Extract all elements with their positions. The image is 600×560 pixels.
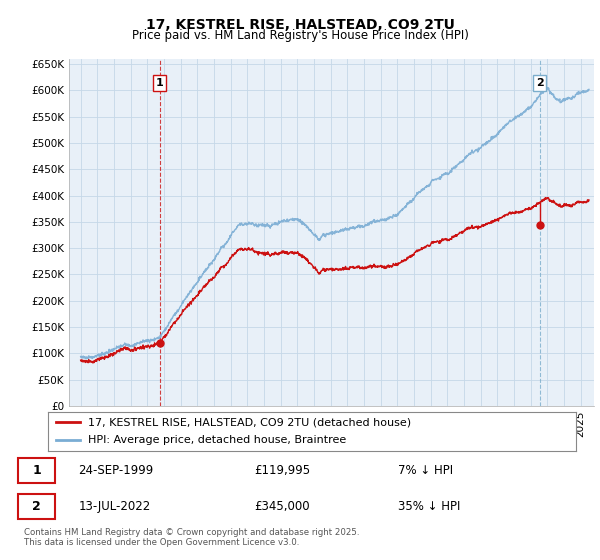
Text: 17, KESTREL RISE, HALSTEAD, CO9 2TU: 17, KESTREL RISE, HALSTEAD, CO9 2TU: [146, 18, 454, 32]
Text: 7% ↓ HPI: 7% ↓ HPI: [398, 464, 453, 477]
Text: Price paid vs. HM Land Registry's House Price Index (HPI): Price paid vs. HM Land Registry's House …: [131, 29, 469, 42]
Text: 1: 1: [155, 78, 163, 88]
FancyBboxPatch shape: [18, 494, 55, 520]
Text: 24-SEP-1999: 24-SEP-1999: [78, 464, 154, 477]
Text: £119,995: £119,995: [254, 464, 310, 477]
Text: £345,000: £345,000: [254, 500, 310, 514]
Text: 17, KESTREL RISE, HALSTEAD, CO9 2TU (detached house): 17, KESTREL RISE, HALSTEAD, CO9 2TU (det…: [88, 417, 411, 427]
Text: 2: 2: [536, 78, 544, 88]
Text: 2: 2: [32, 500, 41, 514]
Text: 1: 1: [32, 464, 41, 477]
Text: 35% ↓ HPI: 35% ↓ HPI: [398, 500, 460, 514]
Text: HPI: Average price, detached house, Braintree: HPI: Average price, detached house, Brai…: [88, 435, 346, 445]
Text: Contains HM Land Registry data © Crown copyright and database right 2025.
This d: Contains HM Land Registry data © Crown c…: [24, 528, 359, 547]
FancyBboxPatch shape: [18, 458, 55, 483]
Text: 13-JUL-2022: 13-JUL-2022: [78, 500, 151, 514]
